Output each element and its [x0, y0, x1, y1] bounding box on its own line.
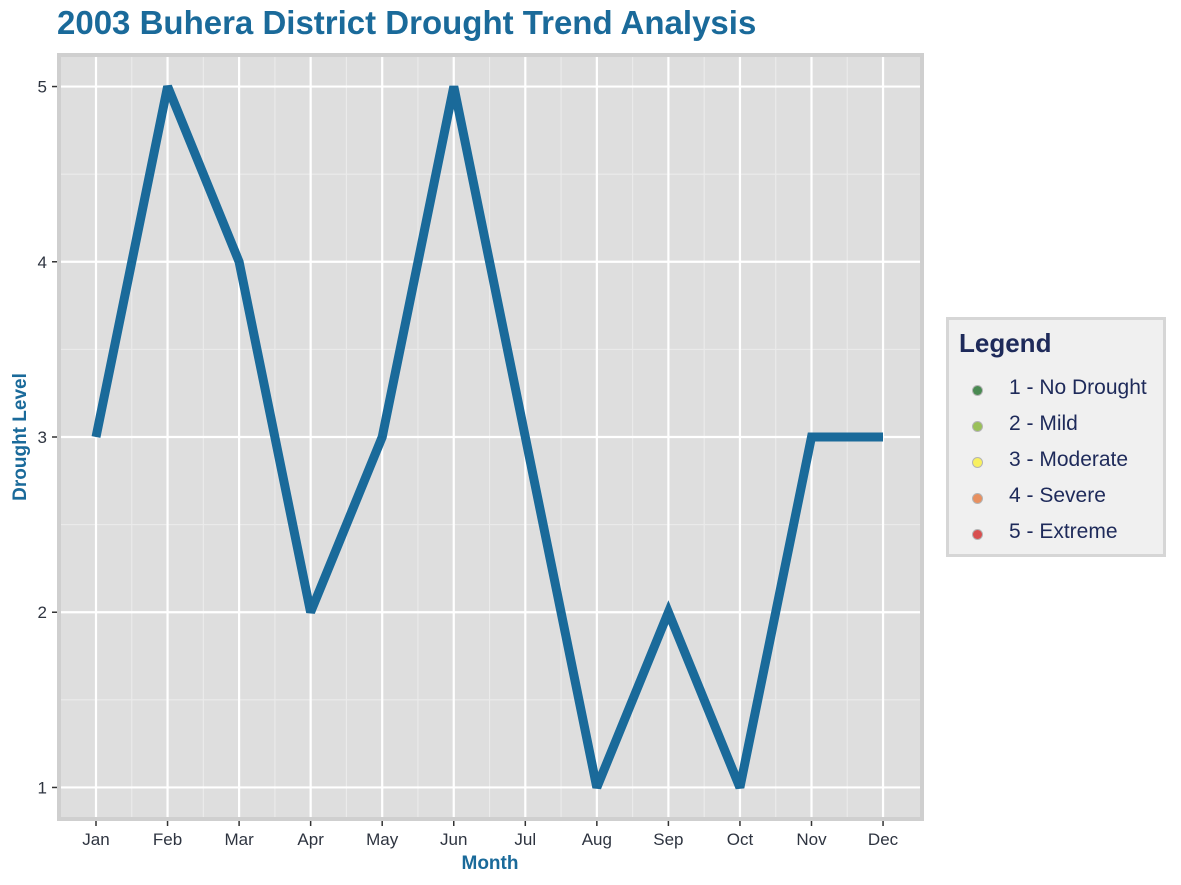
x-axis-title: Month	[462, 853, 519, 874]
legend-item-mild: 2 - Mild	[959, 412, 1164, 448]
x-tick-label: Nov	[796, 830, 827, 849]
legend-dot-mild	[973, 422, 982, 431]
series-layer	[91, 84, 883, 790]
legend-item-moderate: 3 - Moderate	[959, 448, 1164, 484]
x-tick-label: Feb	[153, 830, 182, 849]
x-tick-label: Sep	[653, 830, 683, 849]
legend-label-severe: 4 - Severe	[1009, 484, 1106, 507]
x-tick-label: Jan	[82, 830, 109, 849]
legend-item-severe: 4 - Severe	[959, 484, 1164, 520]
y-tick-label: 2	[38, 603, 47, 622]
axis-ticks	[52, 85, 884, 826]
x-tick-label: Aug	[582, 830, 612, 849]
legend-label-moderate: 3 - Moderate	[1009, 448, 1129, 471]
x-tick-label: May	[366, 830, 399, 849]
legend-item-extreme: 5 - Extreme	[959, 520, 1164, 556]
legend-label-mild: 2 - Mild	[1009, 412, 1078, 435]
legend-label-no-drought: 1 - No Drought	[1009, 376, 1147, 399]
series-line	[91, 84, 883, 790]
y-axis-title: Drought Level	[10, 373, 31, 501]
x-tick-label: Apr	[297, 830, 324, 849]
chart-title: 2003 Buhera District Drought Trend Analy…	[57, 4, 757, 41]
legend-dot-extreme	[973, 530, 982, 539]
y-tick-label: 5	[38, 78, 47, 97]
legend-dot-severe	[973, 494, 982, 503]
x-tick-labels: Jan Feb Mar Apr May Jun Jul Aug Sep Oct Nov Dec	[82, 830, 898, 849]
y-tick-labels: 1 2 3 4 5	[38, 78, 47, 798]
legend-dot-no-drought	[973, 386, 982, 395]
legend-item-no-drought: 1 - No Drought	[959, 376, 1164, 412]
x-tick-label: Jul	[514, 830, 536, 849]
x-tick-label: Jun	[440, 830, 467, 849]
y-tick-label: 1	[38, 778, 47, 797]
legend-dot-moderate	[973, 458, 982, 467]
y-tick-label: 4	[38, 253, 47, 272]
y-tick-label: 3	[38, 428, 47, 447]
legend: Legend 1 - No Drought 2 - Mild 3 - Moder…	[946, 317, 1166, 557]
x-tick-label: Oct	[727, 830, 754, 849]
legend-title: Legend	[959, 328, 1052, 358]
x-tick-label: Mar	[224, 830, 254, 849]
x-tick-label: Dec	[868, 830, 899, 849]
legend-label-extreme: 5 - Extreme	[1009, 520, 1118, 543]
